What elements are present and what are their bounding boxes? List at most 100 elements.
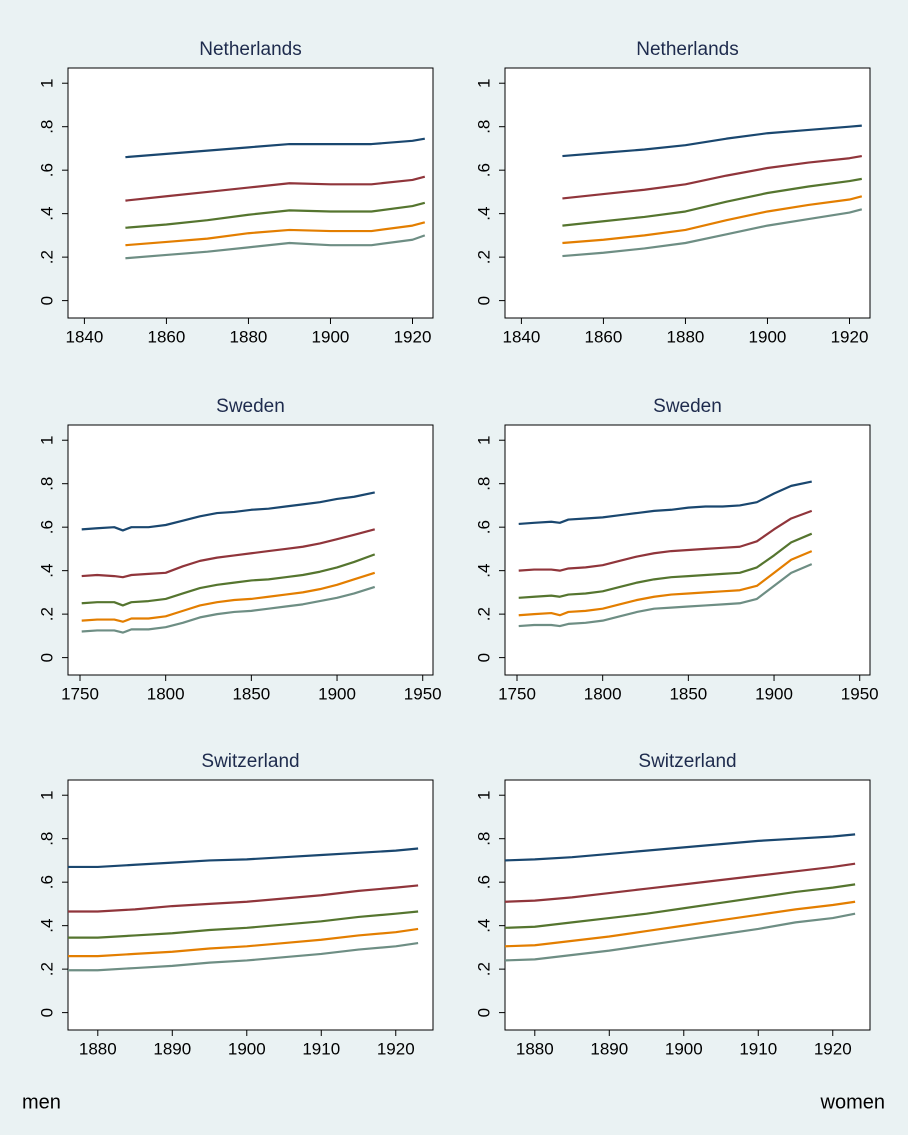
x-tick-label: 1880 — [667, 327, 705, 346]
plot-area — [504, 67, 871, 319]
series-line — [68, 847, 419, 869]
series-line — [562, 124, 862, 158]
series-line — [81, 571, 376, 623]
y-tick-label: 0 — [474, 296, 493, 305]
x-tick-label: 1900 — [755, 684, 793, 703]
x-tick-label: 1750 — [498, 684, 536, 703]
chart-title: Netherlands — [199, 39, 301, 60]
x-tick-label: 1900 — [318, 684, 356, 703]
plot-area — [67, 67, 434, 319]
y-tick-label: 1 — [474, 78, 493, 87]
x-tick-label: 1900 — [228, 1039, 266, 1058]
y-tick-label: .2 — [37, 250, 56, 264]
y-tick-label: 0 — [474, 1008, 493, 1017]
x-tick-label: 1900 — [749, 327, 787, 346]
series-line — [125, 137, 425, 159]
y-tick-label: .4 — [37, 207, 56, 221]
series-line — [518, 480, 812, 526]
y-tick-label: 1 — [37, 435, 56, 444]
x-tick-label: 1900 — [665, 1039, 703, 1058]
x-tick-label: 1800 — [584, 684, 622, 703]
series-line — [562, 195, 863, 245]
chart-title: Switzerland — [638, 751, 736, 772]
x-tick-label: 1920 — [814, 1039, 852, 1058]
y-tick-label: .4 — [37, 564, 56, 578]
y-tick-label: .2 — [474, 962, 493, 976]
series-line — [68, 910, 419, 939]
x-tick-label: 1840 — [502, 327, 540, 346]
y-tick-label: .6 — [474, 163, 493, 177]
series-line — [518, 563, 813, 628]
series-line — [504, 862, 856, 903]
series-line — [125, 234, 426, 260]
plot-area — [504, 779, 871, 1031]
x-tick-label: 1910 — [302, 1039, 340, 1058]
plot-area — [67, 779, 434, 1031]
series-line — [125, 175, 426, 202]
series-line — [81, 585, 376, 634]
x-tick-label: 1920 — [831, 327, 869, 346]
chart-title: Sweden — [216, 396, 285, 417]
y-tick-label: 0 — [37, 653, 56, 662]
y-tick-label: 0 — [474, 653, 493, 662]
series-line — [81, 553, 376, 607]
x-tick-label: 1800 — [147, 684, 185, 703]
y-tick-label: .6 — [474, 520, 493, 534]
y-tick-label: 1 — [37, 790, 56, 799]
x-tick-label: 1920 — [377, 1039, 415, 1058]
y-tick-label: .4 — [474, 564, 493, 578]
x-tick-label: 1950 — [841, 684, 879, 703]
series-line — [518, 509, 813, 572]
series-line — [68, 884, 419, 913]
chart-title: Switzerland — [201, 751, 299, 772]
y-tick-label: .8 — [37, 832, 56, 846]
y-tick-label: .2 — [37, 607, 56, 621]
y-tick-label: 1 — [37, 78, 56, 87]
x-tick-label: 1850 — [669, 684, 707, 703]
series-line — [504, 900, 856, 948]
x-tick-label: 1890 — [153, 1039, 191, 1058]
y-tick-label: .6 — [37, 163, 56, 177]
y-tick-label: .4 — [37, 919, 56, 933]
x-tick-label: 1900 — [312, 327, 350, 346]
y-tick-label: .8 — [474, 832, 493, 846]
series-line — [504, 912, 856, 962]
y-tick-label: .6 — [37, 520, 56, 534]
chart-title: Netherlands — [636, 39, 738, 60]
chart-title: Sweden — [653, 396, 722, 417]
series-line — [504, 883, 856, 929]
y-tick-label: .6 — [474, 875, 493, 889]
y-tick-label: 0 — [37, 1008, 56, 1017]
x-tick-label: 1860 — [148, 327, 186, 346]
y-tick-label: 0 — [37, 296, 56, 305]
y-tick-label: .2 — [474, 250, 493, 264]
plot-area — [67, 424, 434, 676]
y-tick-label: .8 — [37, 120, 56, 134]
series-line — [81, 528, 376, 579]
y-tick-label: .6 — [37, 875, 56, 889]
x-tick-label: 1850 — [232, 684, 270, 703]
series-line — [518, 550, 813, 617]
series-line — [562, 208, 863, 258]
x-tick-label: 1880 — [79, 1039, 117, 1058]
series-line — [518, 532, 813, 599]
y-tick-label: .4 — [474, 919, 493, 933]
women-label: women — [820, 1091, 885, 1113]
series-line — [68, 941, 419, 972]
series-line — [504, 833, 856, 862]
y-tick-label: .2 — [474, 607, 493, 621]
x-tick-label: 1860 — [585, 327, 623, 346]
x-tick-label: 1840 — [65, 327, 103, 346]
men-label: men — [22, 1091, 61, 1113]
series-line — [562, 177, 862, 227]
x-tick-label: 1880 — [230, 327, 268, 346]
y-tick-label: .2 — [37, 962, 56, 976]
y-tick-label: .4 — [474, 207, 493, 221]
y-tick-label: .8 — [37, 477, 56, 491]
y-tick-label: .8 — [474, 477, 493, 491]
y-tick-label: .8 — [474, 120, 493, 134]
series-line — [81, 491, 375, 532]
y-tick-label: 1 — [474, 435, 493, 444]
